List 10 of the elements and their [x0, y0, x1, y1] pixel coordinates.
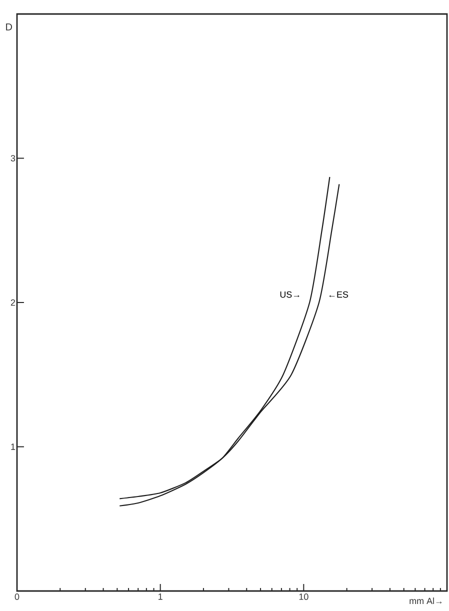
y-tick-label: 2 — [10, 299, 16, 306]
x-axis-title: mm Al→ — [410, 598, 442, 604]
series-label: ←ES — [329, 291, 348, 298]
y-tick-label: 1 — [11, 444, 16, 450]
series-label: US→ — [280, 291, 300, 298]
x-tick-label: 0 — [14, 594, 20, 600]
x-tick-label: 1 — [158, 594, 162, 600]
y-axis-title: D — [6, 23, 12, 30]
x-tick-label: 10 — [299, 594, 308, 600]
y-tick-label: 3 — [10, 155, 16, 162]
